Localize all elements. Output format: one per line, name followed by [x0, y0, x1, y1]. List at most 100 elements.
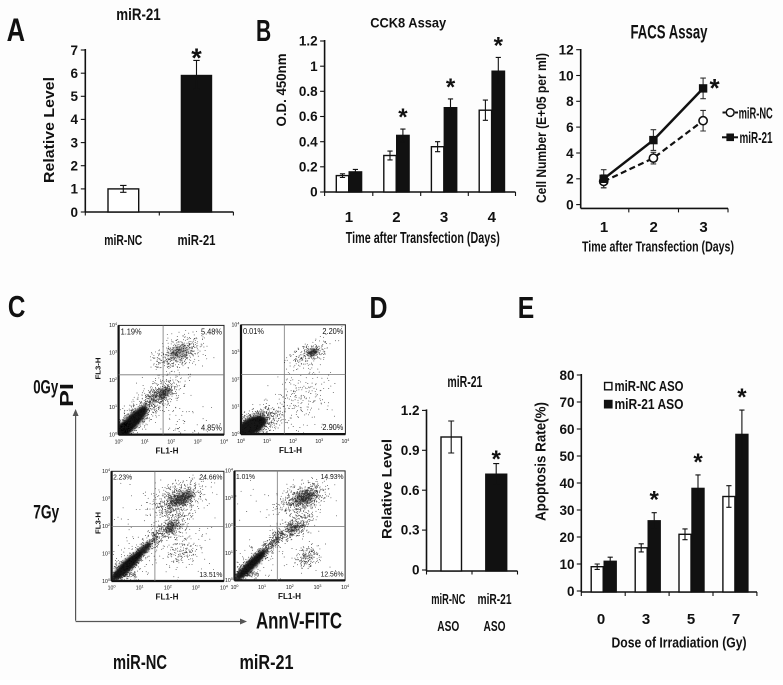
svg-text:O.D. 450nm: O.D. 450nm: [274, 54, 289, 127]
svg-text:miR-21 ASO: miR-21 ASO: [615, 396, 684, 413]
svg-text:2: 2: [392, 209, 400, 226]
svg-text:AnnV-FITC: AnnV-FITC: [256, 608, 342, 634]
svg-text:0.2: 0.2: [299, 159, 318, 174]
svg-text:2.90%: 2.90%: [322, 422, 344, 432]
svg-text:A: A: [7, 12, 25, 48]
svg-text:FACS Assay: FACS Assay: [631, 22, 708, 43]
svg-text:24.66%: 24.66%: [199, 472, 222, 481]
svg-text:miR-NC: miR-NC: [739, 106, 773, 123]
svg-text:102: 102: [109, 377, 117, 384]
svg-text:101: 101: [225, 550, 233, 557]
svg-text:103: 103: [232, 349, 240, 356]
svg-text:1: 1: [310, 59, 318, 74]
svg-text:FL3-H: FL3-H: [94, 512, 103, 534]
svg-text:12: 12: [559, 43, 574, 58]
svg-text:102: 102: [164, 585, 172, 592]
svg-text:3: 3: [70, 135, 78, 150]
svg-text:102: 102: [286, 584, 294, 591]
svg-text:*: *: [398, 104, 408, 131]
svg-text:103: 103: [194, 439, 202, 446]
svg-text:C: C: [8, 289, 26, 324]
svg-text:103: 103: [314, 584, 322, 591]
svg-text:59.60%: 59.60%: [113, 570, 136, 579]
svg-text:100: 100: [237, 438, 245, 445]
svg-text:Apoptosis Rate(%): Apoptosis Rate(%): [534, 402, 550, 521]
svg-text:0.8: 0.8: [299, 84, 318, 99]
svg-text:3: 3: [699, 219, 707, 236]
svg-text:5.48%: 5.48%: [201, 326, 223, 336]
svg-text:D: D: [370, 290, 388, 325]
svg-text:CCK8 Assay: CCK8 Assay: [370, 15, 446, 30]
svg-text:40: 40: [559, 476, 574, 491]
svg-text:13.51%: 13.51%: [199, 570, 222, 579]
svg-text:2: 2: [566, 172, 574, 187]
svg-text:100: 100: [231, 584, 239, 591]
svg-text:104: 104: [341, 438, 349, 445]
svg-text:FL1-H: FL1-H: [156, 593, 179, 602]
svg-text:1: 1: [70, 182, 78, 197]
svg-text:7: 7: [732, 611, 740, 628]
svg-text:*: *: [737, 384, 747, 411]
svg-text:*: *: [494, 32, 504, 59]
svg-text:60: 60: [559, 422, 574, 437]
svg-text:1: 1: [600, 219, 608, 236]
svg-text:*: *: [191, 43, 202, 73]
svg-text:101: 101: [263, 438, 271, 445]
svg-text:Time after Transfection (Days): Time after Transfection (Days): [582, 239, 734, 256]
svg-text:0: 0: [597, 611, 605, 628]
svg-text:103: 103: [315, 438, 323, 445]
svg-text:0: 0: [412, 563, 420, 578]
svg-text:70: 70: [559, 395, 574, 410]
svg-text:104: 104: [225, 468, 233, 475]
svg-text:4: 4: [70, 112, 78, 127]
svg-text:miR-NC: miR-NC: [113, 651, 167, 674]
svg-text:14.93%: 14.93%: [321, 472, 344, 481]
svg-text:50: 50: [559, 449, 574, 464]
svg-text:104: 104: [220, 585, 228, 592]
svg-text:0.3: 0.3: [401, 523, 420, 538]
svg-text:4: 4: [488, 209, 497, 226]
svg-text:FL1-H: FL1-H: [156, 447, 179, 456]
svg-text:1: 1: [345, 209, 353, 226]
svg-text:100: 100: [108, 585, 116, 592]
svg-text:103: 103: [102, 496, 110, 503]
svg-text:ASO: ASO: [484, 619, 506, 635]
svg-text:71.50%: 71.50%: [236, 569, 259, 578]
svg-text:101: 101: [141, 439, 149, 446]
svg-text:0.6: 0.6: [401, 483, 420, 498]
svg-text:100: 100: [102, 578, 110, 585]
svg-text:B: B: [256, 13, 271, 48]
svg-text:102: 102: [232, 376, 240, 383]
svg-text:2.23%: 2.23%: [113, 472, 132, 481]
svg-text:0: 0: [566, 197, 574, 212]
svg-text:Relative Level: Relative Level: [379, 439, 395, 539]
svg-text:miR-21: miR-21: [447, 374, 482, 391]
svg-text:miR-NC: miR-NC: [104, 232, 142, 249]
svg-text:miR-NC: miR-NC: [431, 592, 465, 608]
svg-text:7: 7: [70, 43, 78, 58]
svg-text:4.85%: 4.85%: [201, 423, 223, 433]
svg-text:8: 8: [566, 94, 574, 109]
svg-text:10: 10: [559, 557, 574, 572]
svg-text:0: 0: [70, 205, 78, 220]
svg-text:3: 3: [440, 209, 448, 226]
svg-text:103: 103: [109, 350, 117, 357]
svg-text:6: 6: [566, 120, 574, 135]
svg-text:2.20%: 2.20%: [322, 326, 344, 336]
svg-text:0: 0: [567, 584, 575, 599]
svg-text:100: 100: [232, 431, 240, 438]
svg-text:101: 101: [232, 404, 240, 411]
svg-text:*: *: [650, 487, 660, 514]
svg-text:*: *: [446, 74, 456, 101]
svg-text:104: 104: [220, 439, 228, 446]
svg-text:7Gy: 7Gy: [33, 502, 59, 524]
svg-text:104: 104: [109, 322, 117, 329]
svg-text:PI: PI: [57, 383, 77, 407]
svg-text:10: 10: [559, 68, 574, 83]
svg-text:FL1-H: FL1-H: [279, 446, 302, 455]
svg-text:E: E: [518, 290, 535, 325]
svg-text:miR-21: miR-21: [178, 232, 216, 249]
svg-text:104: 104: [232, 322, 240, 329]
svg-text:5: 5: [70, 89, 78, 104]
svg-text:2: 2: [650, 219, 658, 236]
